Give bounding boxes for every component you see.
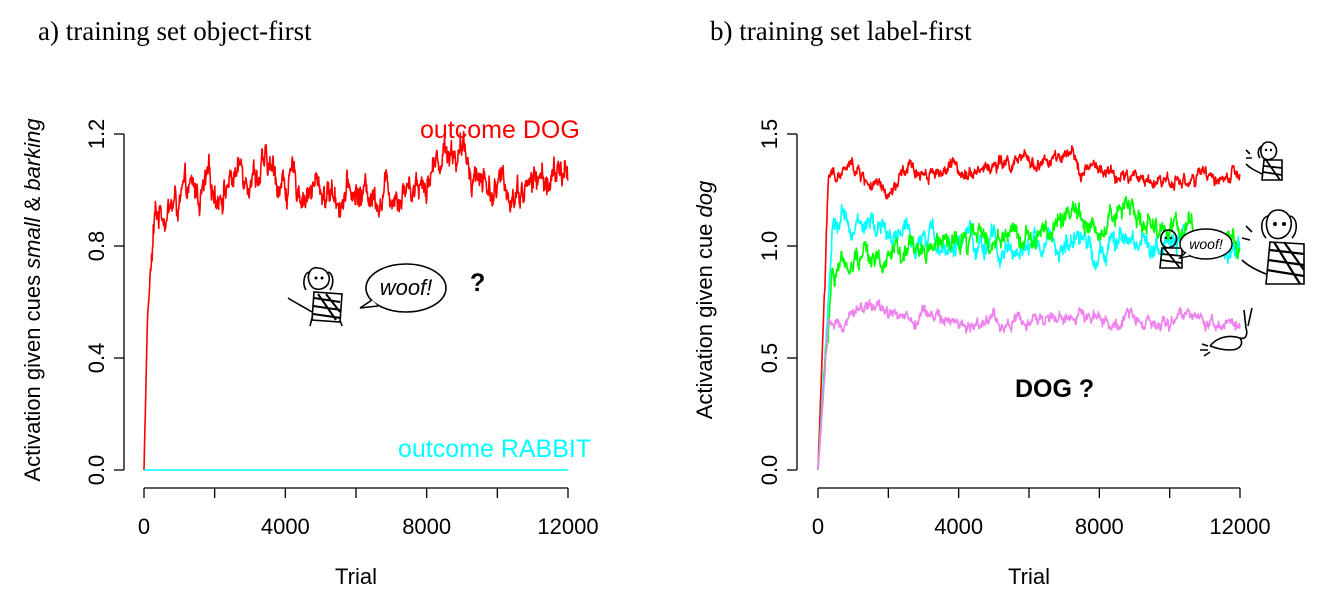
series-line-1: [817, 203, 1241, 471]
y-tick-label: 0.4: [84, 343, 109, 374]
y-tick-label: 1.0: [757, 231, 782, 262]
panel-b-xlabel: Trial: [1008, 564, 1050, 588]
series-line-3: [817, 298, 1241, 471]
panel-b-ylabel: Activation given cue dog: [692, 180, 717, 419]
speech-bubble: woof!: [359, 263, 447, 313]
x-tick-label: 0: [812, 514, 824, 539]
dog-icon-small: [1245, 141, 1283, 181]
panel-a-question-mark: ?: [470, 269, 485, 297]
panel-a-title: a) training set object-first: [38, 16, 312, 46]
woof-text: woof!: [380, 275, 433, 300]
y-tick-label: 0.0: [84, 455, 109, 486]
panel-a-label-rabbit: outcome RABBIT: [398, 435, 591, 463]
rabbit-icon: [1200, 307, 1253, 357]
panel-a-series: [143, 130, 569, 471]
x-tick-label: 4000: [934, 514, 983, 539]
series-line-outcome-dog: [143, 130, 569, 471]
panel-b-y-ticks: 0.0 0.5 1.0 1.5: [757, 119, 797, 486]
y-tick-label: 1.2: [84, 119, 109, 150]
panel-a-label-dog: outcome DOG: [420, 116, 580, 144]
woof-text-b: woof!: [1189, 236, 1223, 252]
x-tick-label: 0: [138, 514, 150, 539]
y-tick-label: 0.5: [757, 343, 782, 374]
x-tick-label: 8000: [1075, 514, 1124, 539]
panel-a-y-ticks: 0.0 0.4 0.8 1.2: [84, 119, 124, 486]
x-tick-label: 8000: [402, 514, 451, 539]
x-tick-label: 4000: [261, 514, 310, 539]
barking-dog-icon: [287, 266, 343, 327]
series-line-0: [817, 145, 1241, 471]
y-tick-label: 1.5: [757, 119, 782, 150]
panel-b-series: [817, 145, 1241, 471]
panel-a-xlabel: Trial: [335, 564, 377, 588]
series-line-2: [817, 196, 1241, 471]
panel-b: b) training set label-first Activation g…: [692, 16, 1305, 589]
dog-icon-large: [1241, 209, 1305, 285]
x-tick-label: 12000: [1209, 514, 1270, 539]
x-tick-label: 12000: [537, 514, 598, 539]
panel-b-dog-question: DOG ?: [1015, 375, 1094, 403]
barking-dog-icon-b: [1159, 229, 1183, 269]
panel-a-ylabel: Activation given cues small & barking: [20, 118, 45, 482]
panel-b-title: b) training set label-first: [710, 16, 972, 46]
y-tick-label: 0.0: [757, 455, 782, 486]
speech-bubble-b: woof!: [1177, 228, 1233, 260]
panel-a: a) training set object-first Activation …: [20, 16, 599, 589]
panel-b-x-ticks: 0 4000 8000 12000: [812, 488, 1271, 539]
panel-a-x-ticks: 0 4000 8000 12000: [138, 488, 599, 539]
y-tick-label: 0.8: [84, 231, 109, 262]
